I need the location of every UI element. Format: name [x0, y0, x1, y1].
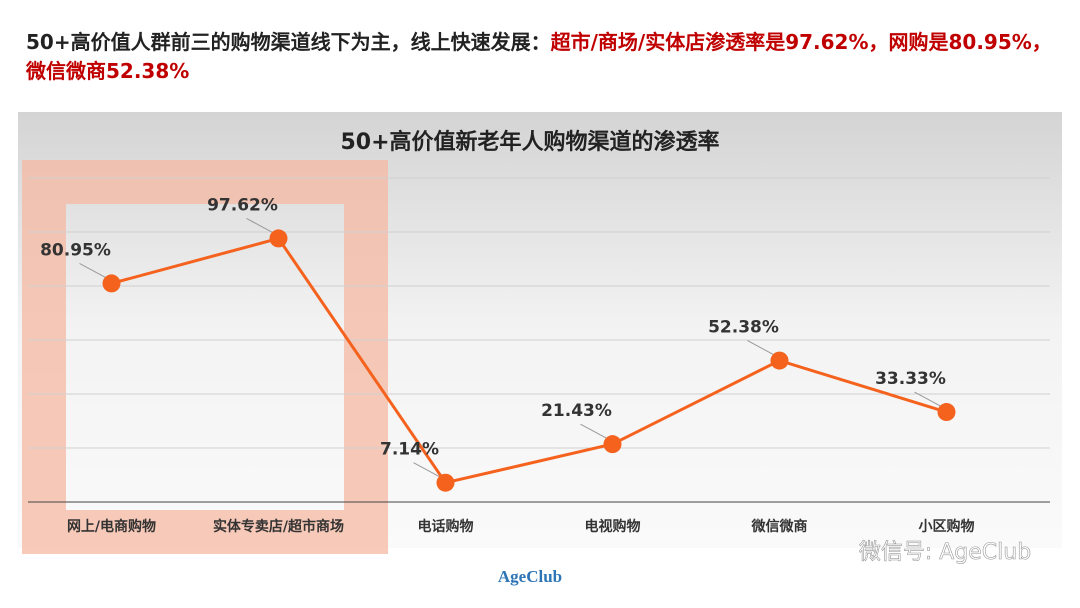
leader-line [79, 262, 106, 278]
headline-part: 50+高价值人群前三的购物渠道线下为主，线上快速发展： [26, 30, 551, 54]
headline: 50+高价值人群前三的购物渠道线下为主，线上快速发展：超市/商场/实体店渗透率是… [26, 28, 1066, 86]
leader-line [246, 217, 273, 233]
watermark: 微信号: AgeClub [859, 540, 1031, 565]
data-label: 80.95% [40, 240, 111, 260]
chart-title: 50+高价值新老年人购物渠道的渗透率 [340, 129, 719, 155]
leader-line [747, 340, 774, 356]
x-tick-label: 网上/电商购物 [67, 518, 156, 535]
x-tick-label: 小区购物 [919, 518, 975, 535]
x-tick-label: 电话购物 [418, 518, 474, 535]
x-tick-label: 实体专卖店/超市商场 [213, 518, 344, 535]
leader-line [413, 462, 440, 478]
headline-part: 超市/商场/实体店渗透率是97.62%，网购是80.95%，微信微商52.38% [26, 30, 1052, 83]
x-tick-label: 电视购物 [585, 518, 641, 535]
data-label: 33.33% [875, 369, 946, 389]
point [603, 435, 622, 454]
line [111, 236, 947, 485]
data-label: 97.62% [207, 195, 278, 215]
data-label: 7.14% [380, 440, 439, 460]
point [937, 403, 956, 422]
point [102, 274, 121, 293]
x-tick-label: 微信微商 [751, 518, 808, 535]
logo: AgeClub [498, 567, 562, 586]
point [436, 473, 455, 492]
point [269, 229, 288, 248]
highlight-box [22, 160, 388, 554]
data-label: 21.43% [541, 401, 612, 421]
leader-line [580, 423, 607, 439]
leader-line [914, 391, 941, 407]
point [770, 351, 789, 370]
data-label: 52.38% [708, 318, 779, 338]
